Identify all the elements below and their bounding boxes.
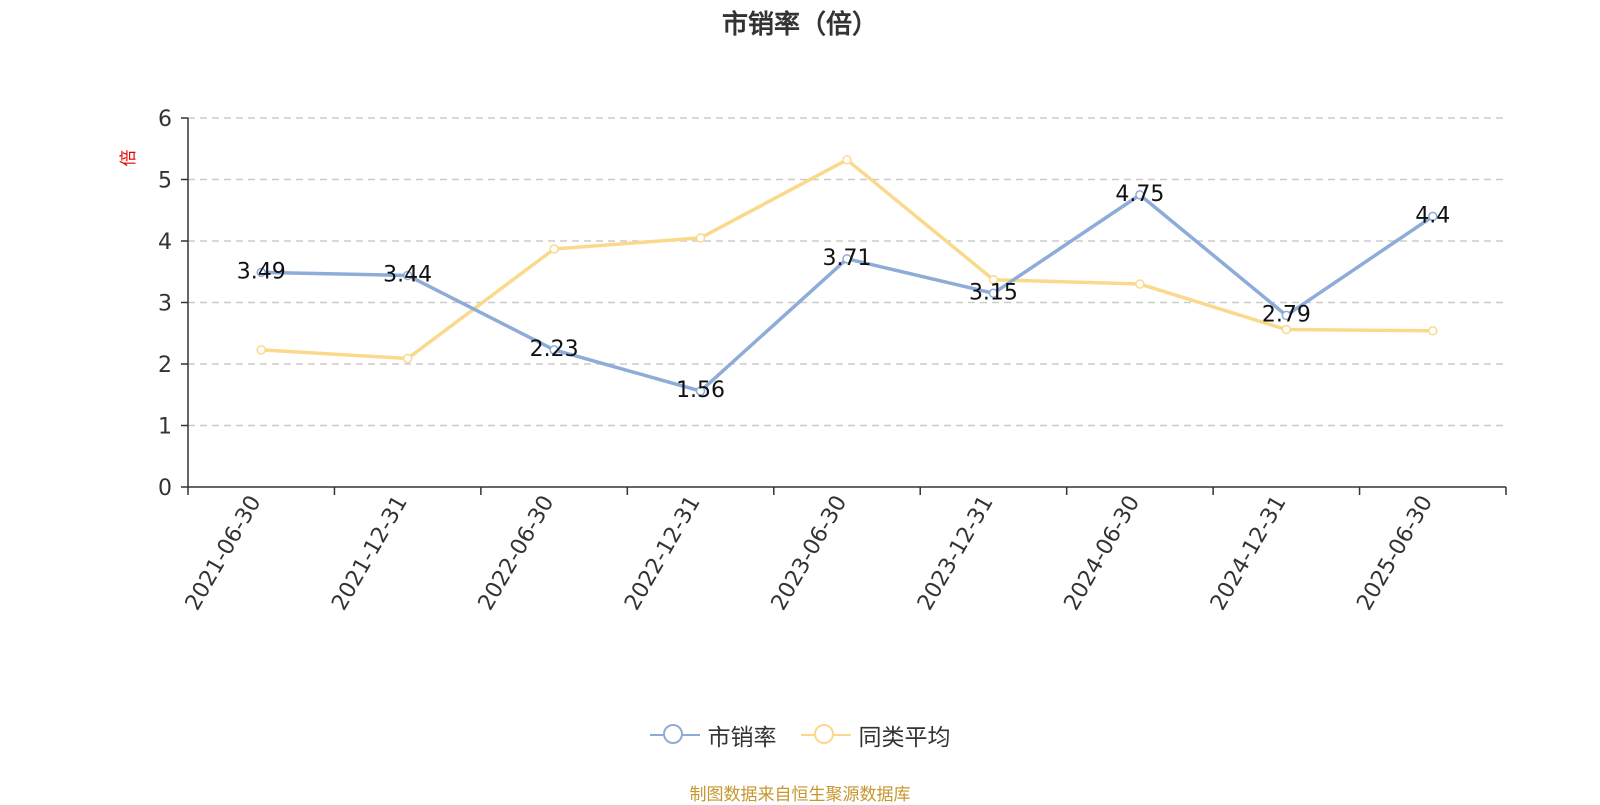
x-tick-label: 2024-06-30 xyxy=(1060,492,1146,615)
data-label: 3.71 xyxy=(823,246,872,271)
legend-series-2-label: 同类平均 xyxy=(858,725,951,751)
y-tick-label: 1 xyxy=(158,415,172,440)
data-label: 4.4 xyxy=(1415,203,1450,228)
x-tick-label: 2023-12-31 xyxy=(913,492,999,615)
legend-item-series-1[interactable]: 市销率 xyxy=(649,718,777,752)
data-label: 4.75 xyxy=(1115,182,1164,207)
legend-series-1-label: 市销率 xyxy=(707,725,777,751)
chart-title: 市销率（倍） xyxy=(721,10,878,40)
y-tick-label: 3 xyxy=(158,292,172,317)
series-1-point xyxy=(695,386,706,396)
y-axis-label: 倍 xyxy=(119,150,139,167)
data-label: 3.15 xyxy=(969,280,1018,305)
series-1-point xyxy=(256,267,266,278)
x-tick-label: 2023-06-30 xyxy=(767,492,853,615)
data-label: 3.49 xyxy=(237,259,286,284)
x-tick-label: 2022-06-30 xyxy=(474,492,560,615)
series-2-point xyxy=(402,353,413,364)
series-2-point xyxy=(1428,326,1438,336)
series-1-point xyxy=(988,288,999,299)
series-1-point xyxy=(1281,310,1292,321)
x-tick-label: 2025-06-30 xyxy=(1352,492,1438,615)
series-1-point xyxy=(549,345,559,355)
y-tick-label: 0 xyxy=(158,476,172,501)
series-2-point xyxy=(256,345,266,355)
x-tick-label: 2022-12-31 xyxy=(620,492,706,615)
series-line-1 xyxy=(261,193,1434,393)
legend-series-2-icon xyxy=(800,723,851,747)
series-2-point xyxy=(1135,279,1145,289)
data-label: 3.44 xyxy=(383,262,432,287)
y-tick-label: 2 xyxy=(158,353,172,378)
series-2-point xyxy=(1281,324,1292,335)
legend: 市销率 同类平均 xyxy=(0,718,1600,752)
y-tick-label: 5 xyxy=(158,169,172,194)
series-2-point xyxy=(842,155,852,165)
series-2-point xyxy=(549,244,559,254)
series-2-point xyxy=(695,233,706,243)
data-label: 2.79 xyxy=(1262,302,1311,327)
source-note: 制图数据来自恒生聚源数据库 xyxy=(689,785,911,805)
series-1-point xyxy=(1135,190,1145,200)
data-label: 1.56 xyxy=(676,378,725,403)
legend-item-series-2[interactable]: 同类平均 xyxy=(800,718,951,752)
y-tick-label: 6 xyxy=(158,107,172,132)
legend-series-1-icon xyxy=(649,723,700,747)
x-tick-label: 2021-06-30 xyxy=(181,492,267,615)
series-2-point xyxy=(988,274,999,285)
x-tick-label: 2024-12-31 xyxy=(1206,492,1292,615)
series-1-point xyxy=(842,254,852,264)
y-tick-label: 4 xyxy=(158,230,172,255)
series-1-point xyxy=(1428,211,1438,222)
x-tick-label: 2021-12-31 xyxy=(327,491,413,614)
series-1-point xyxy=(402,270,413,281)
data-label: 2.23 xyxy=(530,337,579,362)
